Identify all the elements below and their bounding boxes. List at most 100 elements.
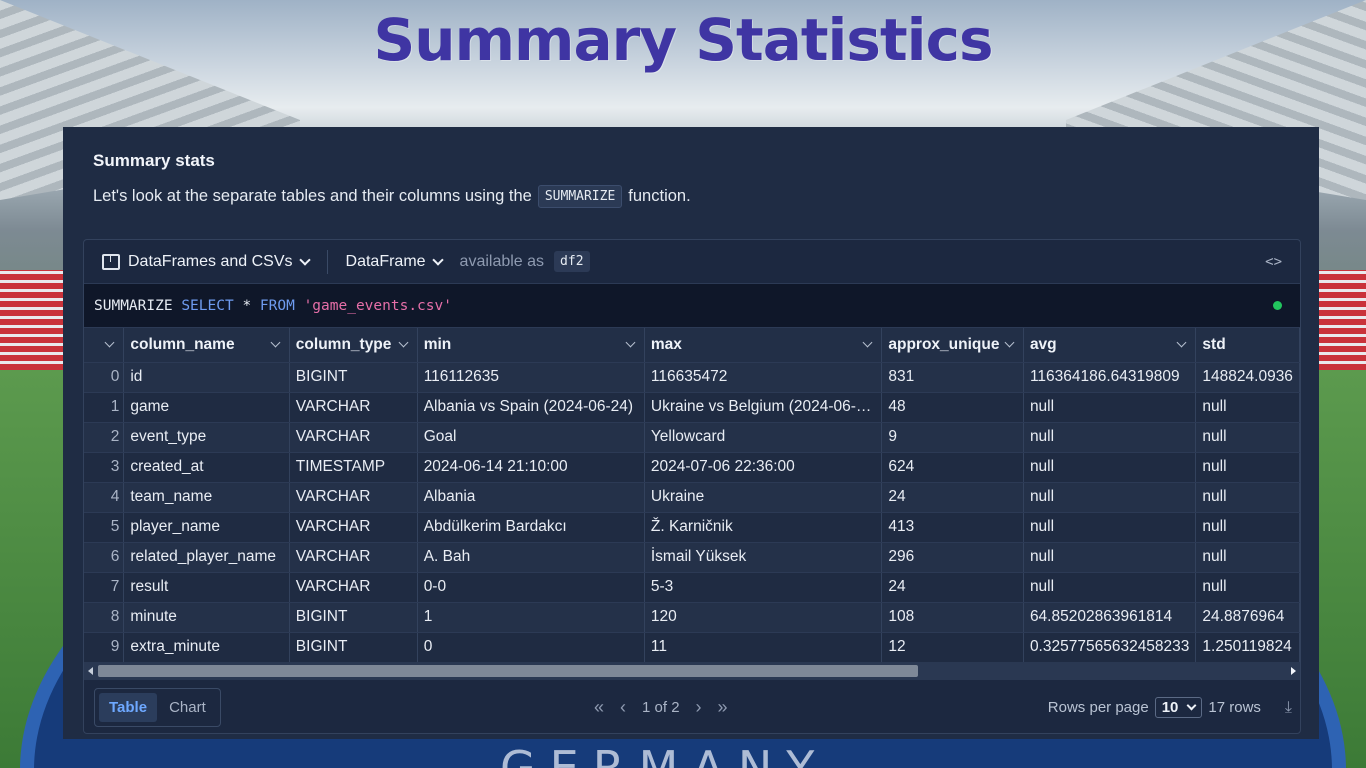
column-header[interactable]: avg <box>1023 328 1197 363</box>
sql-keyword-select: SELECT <box>181 297 234 314</box>
column-header[interactable]: std <box>1195 328 1300 363</box>
row-index: 3 <box>84 452 125 483</box>
horizontal-scrollbar[interactable] <box>84 662 1300 680</box>
source-dropdown[interactable]: DataFrames and CSVs <box>102 252 311 271</box>
last-page-icon[interactable]: » <box>717 697 728 717</box>
cell-column-name: extra_minute <box>123 632 290 663</box>
cell-max: Ž. Karničnik <box>644 512 883 543</box>
cell-column-name: result <box>123 572 290 603</box>
cell-approx-unique: 9 <box>881 422 1024 453</box>
section-text: Let's look at the separate tables and th… <box>93 185 691 208</box>
tab-chart[interactable]: Chart <box>169 699 206 716</box>
next-page-icon[interactable]: › <box>695 697 702 717</box>
section-text-after: function. <box>628 187 691 205</box>
table-row: 2 event_type VARCHAR Goal Yellowcard 9 null nul… <box>84 422 1300 453</box>
cell-column-type: VARCHAR <box>289 392 418 423</box>
cell-min: Albania <box>417 482 645 513</box>
cell-std: null <box>1195 542 1300 573</box>
download-icon[interactable]: ⤓ <box>1284 698 1292 716</box>
code-toggle-icon[interactable]: <> <box>1265 253 1282 270</box>
scrollbar-thumb[interactable] <box>98 665 918 677</box>
cell-min: 0-0 <box>417 572 645 603</box>
cell-approx-unique: 24 <box>881 482 1024 513</box>
prev-page-icon[interactable]: ‹ <box>620 697 627 717</box>
cell-avg: null <box>1023 452 1197 483</box>
cell-std: null <box>1195 512 1300 543</box>
chevron-down-icon <box>1186 700 1197 711</box>
source-label: DataFrames and CSVs <box>128 252 293 270</box>
chevron-down-icon <box>862 337 873 348</box>
chevron-down-icon <box>104 337 115 348</box>
cell-column-name: id <box>123 362 290 393</box>
tab-table[interactable]: Table <box>99 693 158 722</box>
cell-avg: 116364186.64319809 <box>1023 362 1197 393</box>
cell-min: 2024-06-14 21:10:00 <box>417 452 645 483</box>
cell-column-name: team_name <box>123 482 290 513</box>
row-index: 6 <box>84 542 125 573</box>
sql-keyword-summarize: SUMMARIZE <box>94 297 173 314</box>
chevron-down-icon <box>1004 337 1015 348</box>
cell-avg: null <box>1023 512 1197 543</box>
background-banner-text: GERMANY <box>500 741 829 768</box>
cell-column-name: created_at <box>123 452 290 483</box>
cell-std: null <box>1195 482 1300 513</box>
cell-column-type: BIGINT <box>289 602 418 633</box>
cell-approx-unique: 108 <box>881 602 1024 633</box>
table-header-row: column_name column_type min max approx_u… <box>84 328 1300 363</box>
cell-approx-unique: 413 <box>881 512 1024 543</box>
toolbar-divider <box>326 249 328 274</box>
page-title: Summary Statistics <box>373 6 994 74</box>
cell-max: 116635472 <box>644 362 883 393</box>
section-heading: Summary stats <box>93 151 215 170</box>
cell-max: 5-3 <box>644 572 883 603</box>
cell-toolbar: DataFrames and CSVs DataFrame available … <box>84 240 1300 284</box>
sql-editor[interactable]: SUMMARIZE SELECT * FROM 'game_events.csv… <box>84 284 1300 328</box>
row-index: 0 <box>84 362 125 393</box>
rows-per-page-select[interactable]: 10 <box>1154 697 1203 718</box>
table-row: 5 player_name VARCHAR Abdülkerim Bardakcı Ž.… <box>84 512 1300 543</box>
dataframe-name[interactable]: df2 <box>554 251 590 272</box>
cell-approx-unique: 24 <box>881 572 1024 603</box>
cell-column-name: related_player_name <box>123 542 290 573</box>
scroll-right-icon[interactable] <box>1291 667 1296 675</box>
cell-column-type: VARCHAR <box>289 482 418 513</box>
cell-column-type: TIMESTAMP <box>289 452 418 483</box>
rows-per-page-group: Rows per page 10 17 rows ⤓ <box>1048 697 1292 718</box>
output-label: DataFrame <box>345 252 426 270</box>
row-index: 5 <box>84 512 125 543</box>
cell-min: Albania vs Spain (2024-06-24) <box>417 392 645 423</box>
status-indicator-icon <box>1273 301 1282 310</box>
chevron-down-icon <box>1176 337 1187 348</box>
row-index: 2 <box>84 422 125 453</box>
pagination: « ‹ 1 of 2 › » <box>594 697 728 718</box>
cell-min: 1 <box>417 602 645 633</box>
output-type-dropdown[interactable]: DataFrame <box>345 252 444 271</box>
table-row: 1 game VARCHAR Albania vs Spain (2024-06-24… <box>84 392 1300 423</box>
cell-max: 120 <box>644 602 883 633</box>
column-header[interactable]: min <box>417 328 645 363</box>
rows-per-page-label: Rows per page <box>1047 699 1149 716</box>
sql-string: 'game_events.csv' <box>303 297 452 314</box>
first-page-icon[interactable]: « <box>594 697 605 717</box>
column-header[interactable]: approx_unique <box>881 328 1024 363</box>
scroll-left-icon[interactable] <box>88 667 93 675</box>
cell-avg: null <box>1023 572 1197 603</box>
column-header[interactable]: max <box>644 328 883 363</box>
cell-max: Ukraine <box>644 482 883 513</box>
row-index: 8 <box>84 602 125 633</box>
cell-min: A. Bah <box>417 542 645 573</box>
chevron-down-icon <box>270 337 281 348</box>
sql-cell: DataFrames and CSVs DataFrame available … <box>83 239 1301 734</box>
cell-approx-unique: 296 <box>881 542 1024 573</box>
notebook-panel: Summary stats Let's look at the separate… <box>63 127 1319 739</box>
table-row: 4 team_name VARCHAR Albania Ukraine 24 null nul… <box>84 482 1300 513</box>
cell-approx-unique: 48 <box>881 392 1024 423</box>
column-header[interactable]: column_name <box>123 328 290 363</box>
index-header[interactable] <box>84 328 125 363</box>
chevron-down-icon <box>431 253 444 266</box>
cell-column-name: event_type <box>123 422 290 453</box>
cell-column-type: VARCHAR <box>289 422 418 453</box>
column-header[interactable]: column_type <box>289 328 418 363</box>
cell-max: İsmail Yüksek <box>644 542 883 573</box>
cell-min: Goal <box>417 422 645 453</box>
